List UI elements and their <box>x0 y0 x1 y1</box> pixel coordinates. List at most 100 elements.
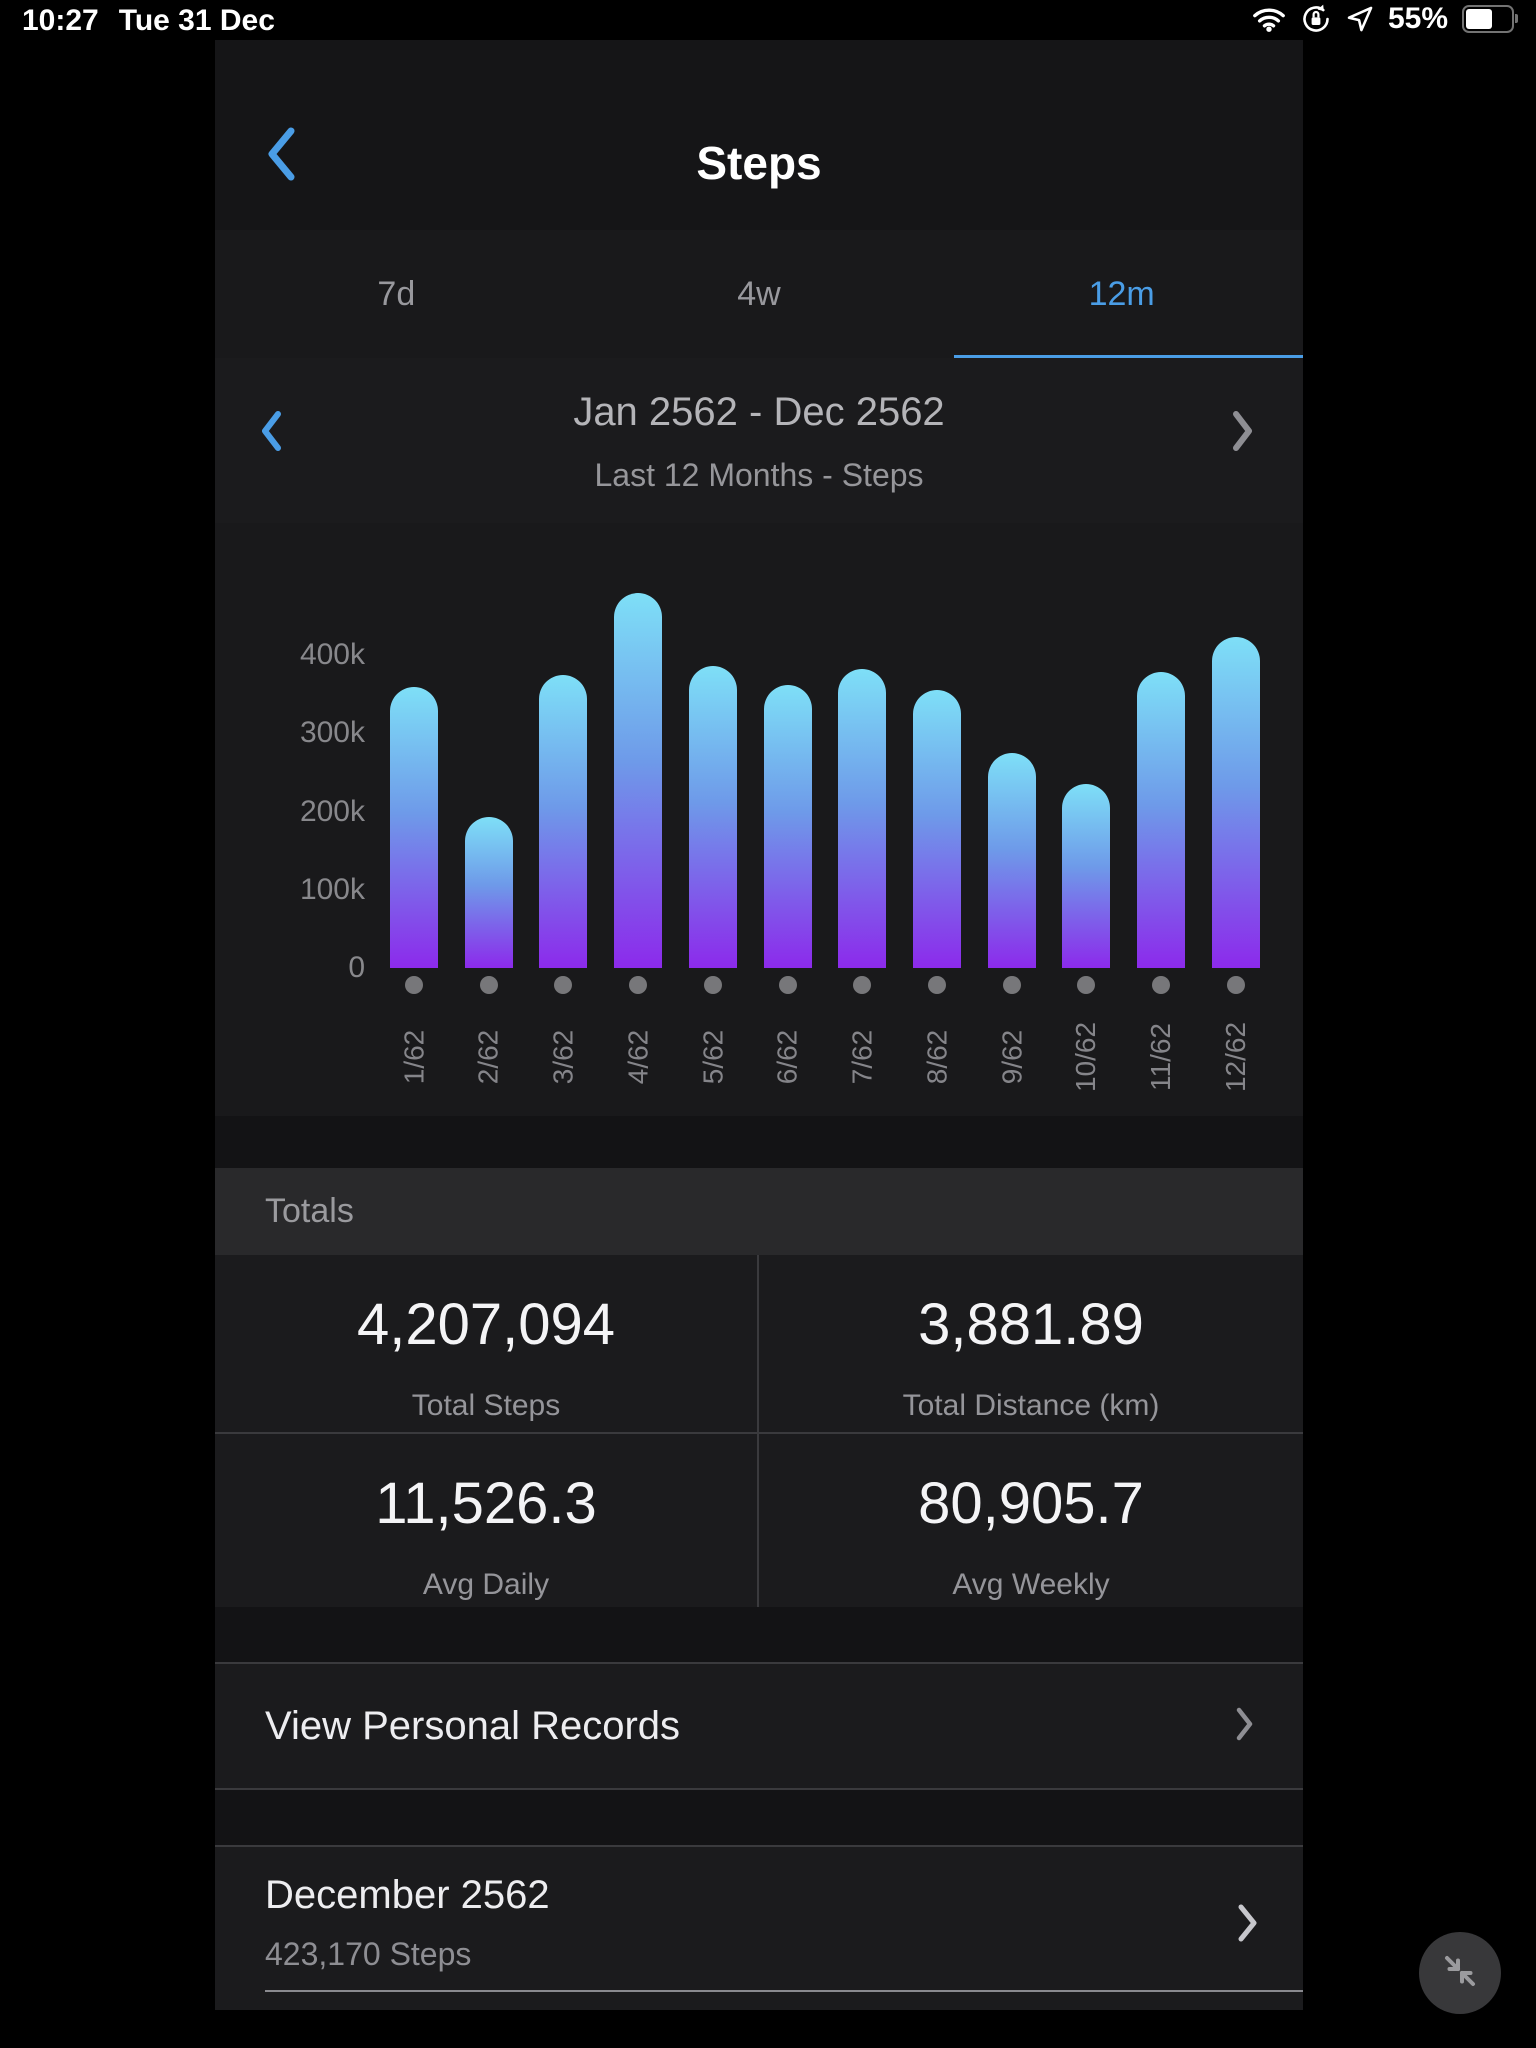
date-range-subtitle: Last 12 Months - Steps <box>594 457 924 493</box>
bar-9/62[interactable] <box>987 753 1036 968</box>
section-gap <box>215 1116 1303 1168</box>
axis-dot <box>1212 976 1260 994</box>
stat-value: 4,207,094 <box>356 1292 616 1357</box>
x-axis-labels: 1/62 2/62 3/62 4/62 5/62 6/62 7/62 8/62 9/62 10/6… <box>390 1001 1260 1113</box>
chevron-left-icon <box>265 126 297 187</box>
y-tick-label: 0 <box>348 951 365 984</box>
section-gap <box>215 1607 1303 1662</box>
bar-7/62[interactable] <box>838 669 887 968</box>
clock-time: 10:27 <box>22 4 99 37</box>
axis-dot <box>838 976 886 994</box>
axis-dot <box>465 976 513 994</box>
bars-row <box>390 523 1260 968</box>
bar-10/62[interactable] <box>1062 784 1111 968</box>
axis-dot <box>988 976 1036 994</box>
stat-value: 3,881.89 <box>918 1292 1144 1357</box>
axis-dot <box>689 976 737 994</box>
x-axis-dots <box>390 976 1260 994</box>
battery-icon <box>1462 5 1518 33</box>
next-period-button[interactable] <box>1231 410 1255 457</box>
battery-percent: 55% <box>1387 2 1448 35</box>
stat-avg-weekly: 80,905.7 Avg Weekly <box>759 1434 1303 1607</box>
month-summary-title: December 2562 <box>265 1873 550 1917</box>
stat-label: Avg Weekly <box>952 1568 1110 1601</box>
stat-avg-daily: 11,526.3 Avg Daily <box>215 1434 759 1607</box>
tab-7d-label: 7d <box>377 274 416 313</box>
totals-section-header: Totals <box>215 1168 1303 1255</box>
stat-value: 80,905.7 <box>918 1471 1144 1536</box>
y-tick-label: 200k <box>299 795 365 828</box>
view-personal-records-label: View Personal Records <box>265 1703 681 1748</box>
chevron-left-icon <box>259 411 283 456</box>
page-title: Steps <box>696 137 822 189</box>
bar-12/62[interactable] <box>1211 637 1260 968</box>
x-tick-label: 8/62 <box>921 1029 953 1085</box>
prev-period-button[interactable] <box>259 410 283 457</box>
view-personal-records-row[interactable]: View Personal Records <box>215 1662 1303 1790</box>
totals-title: Totals <box>265 1192 354 1230</box>
row-underline <box>265 1990 1303 1992</box>
stat-value: 11,526.3 <box>375 1471 597 1536</box>
tab-12m[interactable]: 12m <box>940 230 1304 361</box>
month-summary-row[interactable]: December 2562 423,170 Steps <box>215 1845 1303 2010</box>
location-arrow-icon <box>1346 5 1374 33</box>
steps-bar-chart: 400k 300k 200k 100k 0 1/62 2/62 3/62 4/62 5/62 6/… <box>215 523 1303 1118</box>
y-tick-label: 100k <box>299 873 365 906</box>
chevron-right-icon <box>1237 1903 1259 1948</box>
date-nav: Jan 2562 - Dec 2562 Last 12 Months - Ste… <box>215 358 1303 525</box>
x-tick-label: 11/62 <box>1145 1023 1177 1091</box>
chevron-right-icon <box>1235 1706 1255 1747</box>
status-bar: 10:27 Tue 31 Dec <box>0 0 1536 40</box>
tab-4w[interactable]: 4w <box>578 230 941 358</box>
axis-dot <box>913 976 961 994</box>
orientation-lock-icon <box>1300 3 1332 35</box>
bar-4/62[interactable] <box>614 593 663 968</box>
page-header: Steps <box>215 40 1303 234</box>
y-tick-label: 300k <box>299 716 365 749</box>
y-tick-label: 400k <box>299 638 365 671</box>
bar-3/62[interactable] <box>539 675 588 968</box>
month-summary-steps: 423,170 Steps <box>265 1936 472 1972</box>
bar-1/62[interactable] <box>390 687 438 968</box>
battery-nub <box>1515 14 1518 23</box>
x-tick-label: 5/62 <box>696 1029 728 1085</box>
x-tick-label: 4/62 <box>622 1029 654 1085</box>
bar-8/62[interactable] <box>913 690 962 968</box>
stat-label: Avg Daily <box>422 1568 550 1601</box>
section-gap <box>215 1790 1303 1845</box>
axis-dot <box>1062 976 1110 994</box>
status-date: Tue 31 Dec <box>118 4 275 37</box>
bar-6/62[interactable] <box>763 685 812 968</box>
x-tick-label: 7/62 <box>846 1029 878 1085</box>
tab-12m-label: 12m <box>1088 274 1155 313</box>
tab-4w-label: 4w <box>737 274 781 313</box>
battery-fill <box>1466 9 1493 29</box>
axis-dot <box>764 976 812 994</box>
back-button[interactable] <box>261 126 301 186</box>
collapse-window-button[interactable] <box>1419 1932 1501 2014</box>
x-tick-label: 1/62 <box>398 1029 429 1085</box>
x-tick-label: 12/62 <box>1219 1021 1251 1093</box>
collapse-arrows-icon <box>1436 1947 1484 2000</box>
totals-grid: 4,207,094 Total Steps 3,881.89 Total Dis… <box>215 1255 1303 1607</box>
x-tick-label: 10/62 <box>1070 1021 1102 1093</box>
date-range-label: Jan 2562 - Dec 2562 <box>573 390 945 434</box>
wifi-icon <box>1252 6 1286 32</box>
x-tick-label: 6/62 <box>771 1029 803 1085</box>
bar-2/62[interactable] <box>464 817 513 968</box>
chevron-right-icon <box>1231 411 1255 456</box>
x-tick-label: 3/62 <box>547 1029 579 1085</box>
axis-dot <box>614 976 662 994</box>
steps-panel: Steps 7d 4w 12m Jan 2562 - Dec 2562 Last… <box>215 40 1304 2010</box>
x-tick-label: 2/62 <box>472 1029 504 1085</box>
stat-total-distance: 3,881.89 Total Distance (km) <box>759 1255 1303 1434</box>
stat-label: Total Steps <box>411 1389 561 1422</box>
bar-11/62[interactable] <box>1137 672 1186 968</box>
x-tick-label: 9/62 <box>995 1029 1027 1085</box>
bar-5/62[interactable] <box>688 666 737 968</box>
period-tabs: 7d 4w 12m <box>215 230 1304 361</box>
stat-total-steps: 4,207,094 Total Steps <box>215 1255 759 1434</box>
axis-dot <box>539 976 587 994</box>
tab-7d[interactable]: 7d <box>215 230 578 358</box>
stat-label: Total Distance (km) <box>902 1389 1160 1422</box>
